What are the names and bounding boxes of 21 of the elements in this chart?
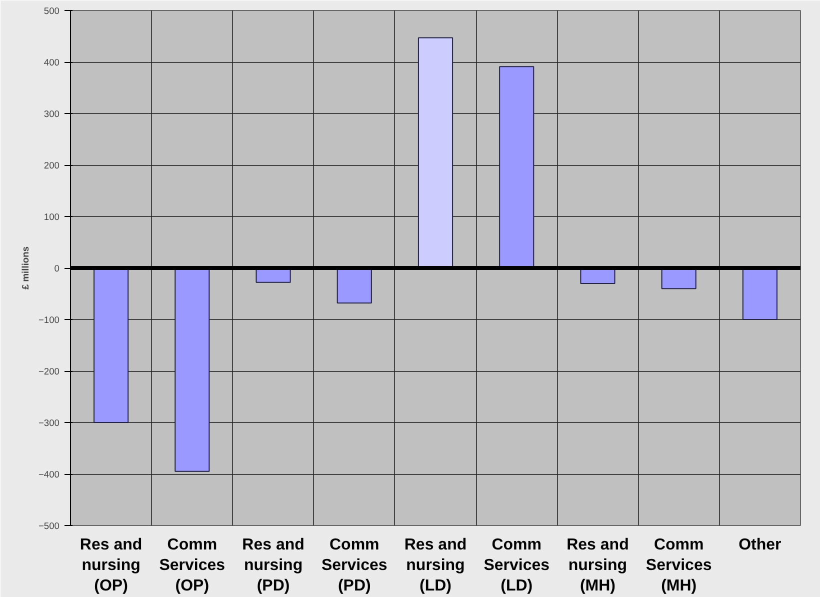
x-tick-label: Comm Services (LD) <box>484 536 550 594</box>
x-tick-label: Comm Services (OP) <box>159 536 226 594</box>
y-tick-label: 0 <box>54 264 60 274</box>
y-tick-label: 400 <box>44 58 60 68</box>
y-axis-title: £ millions <box>20 246 30 290</box>
x-tick-label: Comm Services (MH) <box>646 536 712 594</box>
y-tick-label: 300 <box>44 109 60 119</box>
x-tick-label: Res and nursing (PD) <box>242 536 304 594</box>
y-tick-label: 500 <box>44 6 60 16</box>
x-tick-label: Comm Services (PD) <box>321 536 388 594</box>
y-tick-label: −200 <box>38 366 60 376</box>
y-tick-label: −100 <box>38 315 60 325</box>
y-tick-label: −400 <box>38 470 60 480</box>
y-tick-label: −500 <box>38 521 60 531</box>
x-tick-label: Res and nursing (MH) <box>566 536 629 594</box>
x-tick-label: Res and nursing (OP) <box>80 536 142 594</box>
x-tick-label: Other <box>738 536 782 554</box>
y-tick-label: 200 <box>44 160 60 170</box>
x-tick-label: Res and nursing (LD) <box>404 536 467 594</box>
y-tick-label: −300 <box>38 418 60 428</box>
y-tick-label: 100 <box>44 212 60 222</box>
